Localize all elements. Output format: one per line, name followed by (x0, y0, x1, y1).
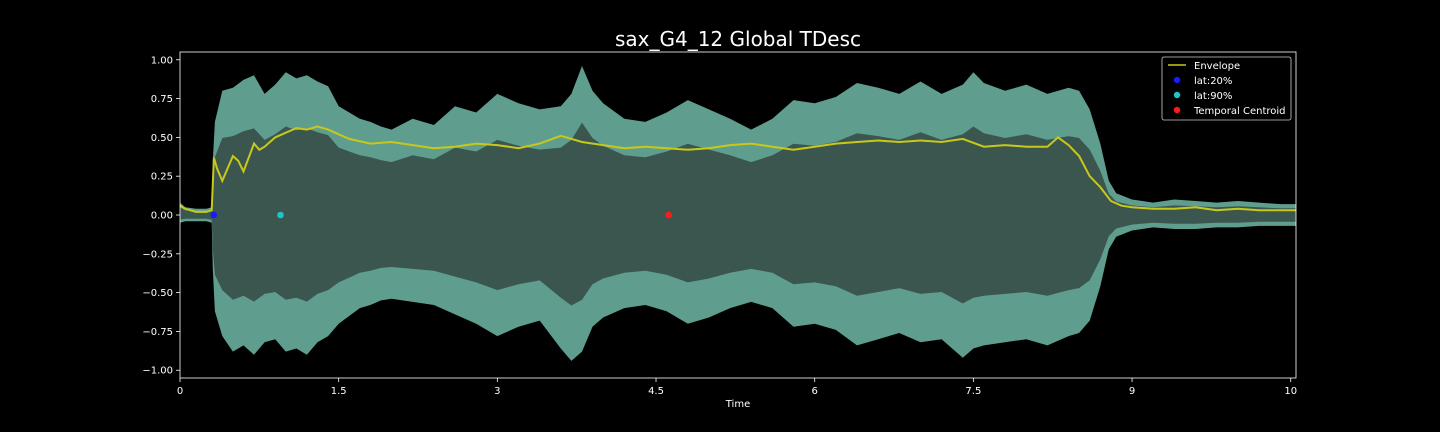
legend-envelope-label: Envelope (1194, 61, 1240, 72)
x-tick-label: 10 (1284, 386, 1297, 397)
legend-lat90-label: lat:90% (1194, 91, 1232, 102)
x-tick-label: 0 (177, 386, 183, 397)
waveform-inner-band (180, 122, 1296, 306)
x-tick-label: 4.5 (648, 386, 664, 397)
y-tick-label: 0.00 (151, 211, 173, 222)
y-tick-label: 0.75 (151, 94, 173, 105)
lat20-point (210, 211, 218, 219)
y-tick-label: 0.25 (151, 172, 173, 183)
y-tick-label: −1.00 (142, 366, 173, 377)
x-tick-label: 1.5 (331, 386, 347, 397)
legend-centroid-label: Temporal Centroid (1193, 106, 1286, 117)
envelope-line (179, 125, 1296, 213)
legend-lat20-swatch (1173, 76, 1181, 84)
x-tick-label: 3 (494, 386, 500, 397)
x-tick-label: 9 (1129, 386, 1135, 397)
legend-lat20-label: lat:20% (1194, 76, 1232, 87)
x-axis-label: Time (725, 399, 750, 410)
y-tick-label: −0.75 (142, 327, 173, 338)
lat90-point (277, 211, 284, 219)
legend-centroid-swatch (1173, 106, 1181, 114)
legend: Envelope lat:20% lat:90% Temporal Centro… (1161, 56, 1292, 121)
plot-area (179, 66, 1296, 361)
chart-title: sax_G4_12 Global TDesc (615, 27, 861, 51)
y-tick-label: 1.00 (151, 55, 173, 66)
y-tick-label: −0.25 (142, 249, 173, 260)
temporal-centroid-point (665, 211, 673, 219)
y-tick-label: 0.50 (151, 133, 173, 144)
legend-lat90-swatch (1173, 91, 1181, 99)
axes: 0 1.5 3 4.5 6 7.5 9 10 1.00 0.75 0.50 0.25 0.00 −0.25… (142, 51, 1297, 397)
x-tick-label: 6 (812, 386, 818, 397)
y-tick-label: −0.50 (142, 288, 173, 299)
legend-box (1161, 56, 1292, 121)
x-tick-label: 7.5 (965, 386, 981, 397)
